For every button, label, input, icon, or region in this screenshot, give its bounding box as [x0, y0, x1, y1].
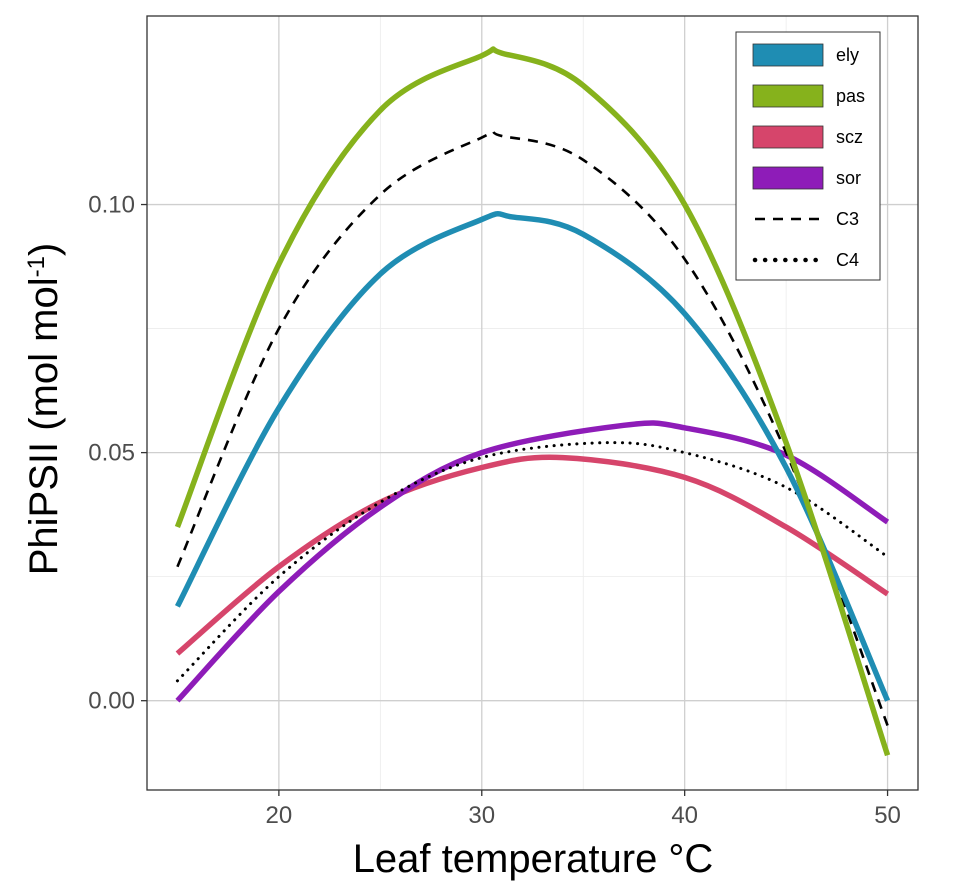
x-tick-label: 40 — [671, 802, 698, 829]
legend-key-sor — [752, 166, 824, 190]
x-tick-label: 20 — [266, 802, 293, 829]
legend-label-ely: ely — [836, 45, 859, 65]
legend-box — [735, 31, 881, 281]
legend-label-sor: sor — [836, 168, 861, 188]
x-axis-title: Leaf temperature °C — [353, 837, 714, 881]
series-line-pas — [174, 46, 891, 757]
y-axis-title: PhiPSII (mol mol-1) — [22, 243, 66, 576]
legend-label-scz: scz — [836, 127, 863, 147]
y-tick-label: 0.05 — [88, 440, 135, 467]
legend: ely pas scz sor C3 C4 — [735, 31, 881, 281]
y-tick-label: 0.10 — [88, 192, 135, 219]
x-tick-label: 50 — [874, 802, 901, 829]
plot-panel-border — [146, 15, 919, 791]
y-axis-ticks: 0.00 0.05 0.10 — [88, 192, 147, 715]
series-line-c3 — [176, 130, 889, 726]
y-axis-title-close: ) — [22, 243, 66, 256]
y-axis-title-superscript: -1 — [23, 256, 50, 277]
x-tick-label: 30 — [468, 802, 495, 829]
series-lines — [174, 46, 891, 757]
series-line-scz — [175, 454, 890, 656]
y-tick-label: 0.00 — [88, 688, 135, 715]
series-line-ely — [174, 210, 891, 702]
legend-key-ely — [752, 43, 824, 67]
legend-label-pas: pas — [836, 86, 865, 106]
legend-label-c4: C4 — [836, 250, 859, 270]
series-line-c4 — [175, 441, 890, 683]
y-axis-title-main: PhiPSII (mol mol — [22, 277, 66, 575]
legend-key-pas — [752, 84, 824, 108]
x-axis-ticks: 20 30 40 50 — [266, 790, 901, 829]
legend-key-scz — [752, 125, 824, 149]
legend-label-c3: C3 — [836, 209, 859, 229]
